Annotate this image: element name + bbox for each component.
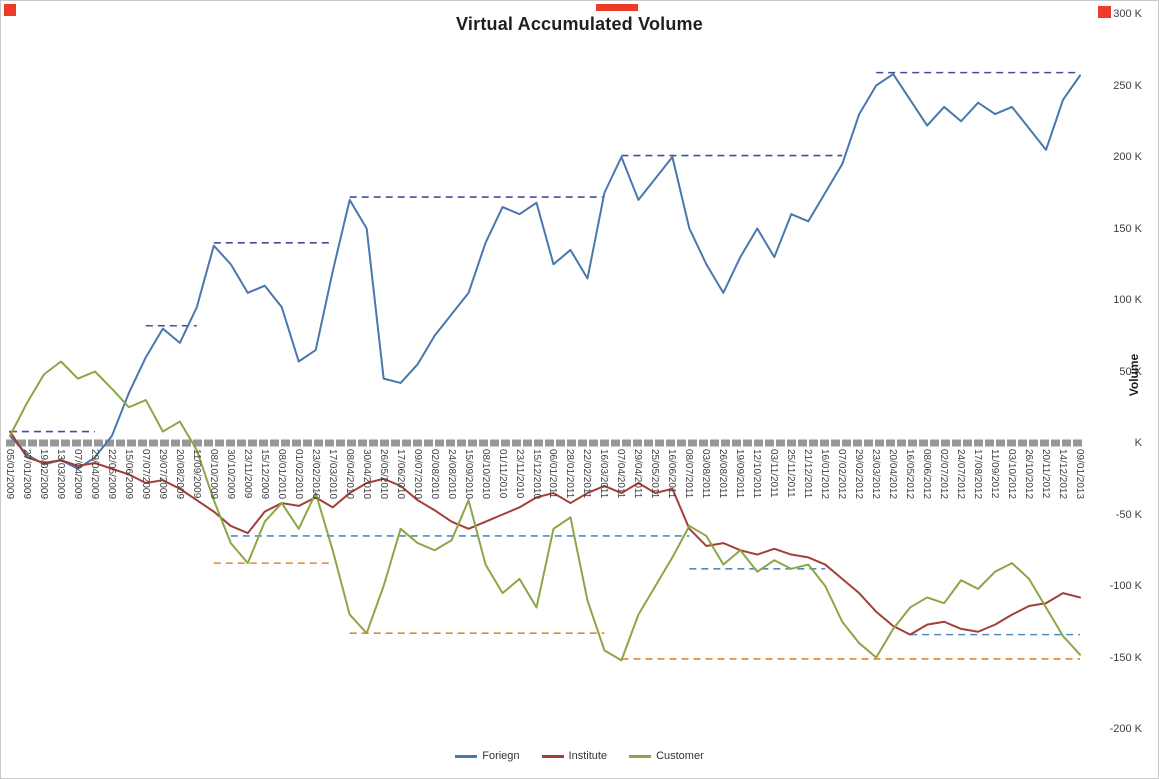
- y-axis-title: Volume: [1127, 353, 1141, 397]
- y-axis-label: 150 K: [1113, 222, 1142, 235]
- y-axis-label: -100 K: [1109, 580, 1142, 592]
- x-axis-labels: 05/01/2009 27/01/2009 19/02/2009 13/03/2009…: [0, 449, 1100, 539]
- y-axis-label: 50 K: [1119, 365, 1142, 378]
- x-axis-label: 08/01/2010: [275, 449, 287, 500]
- x-axis-label: 02/07/2012: [938, 449, 950, 500]
- x-axis-label: 29/04/2009: [88, 449, 100, 500]
- x-axis-label: 20/08/2009: [173, 449, 185, 500]
- x-axis-label: 30/04/2010: [360, 449, 372, 500]
- x-axis-label: 26/08/2011: [717, 449, 729, 499]
- x-axis-label: 11/09/2012: [989, 449, 1001, 499]
- x-axis-label: 01/11/2010: [496, 449, 508, 499]
- x-axis-label: 06/01/2011: [547, 449, 559, 499]
- legend-item-foriegn: Foriegn: [455, 750, 520, 762]
- x-axis-label: 23/11/2009: [241, 449, 253, 499]
- legend-label: Institute: [568, 750, 608, 762]
- x-axis-label: 26/05/2010: [377, 449, 389, 500]
- y-axis-labels: 300 K 250 K 200 K 150 K 100 K 50 K K -50 K -100 …: [1098, 0, 1142, 779]
- y-axis-label: 100 K: [1113, 294, 1142, 306]
- x-axis-label: 05/01/2009: [4, 449, 15, 500]
- x-axis-label: 09/01/2013: [1074, 449, 1085, 500]
- x-axis-label: 15/12/2009: [258, 449, 270, 500]
- x-axis-label: 08/04/2010: [343, 449, 355, 500]
- x-axis-label: 08/06/2012: [921, 449, 933, 500]
- x-axis-label: 19/09/2011: [734, 449, 746, 499]
- x-axis-label: 08/10/2009: [207, 449, 219, 500]
- x-axis-label: 25/05/2011: [649, 449, 661, 499]
- x-axis-label: 29/07/2009: [156, 449, 168, 500]
- x-axis-label: 02/08/2010: [428, 449, 440, 500]
- x-axis-label: 14/12/2012: [1057, 449, 1069, 500]
- y-axis-label: -50 K: [1115, 508, 1142, 521]
- legend-line-swatch: [455, 754, 478, 758]
- x-axis-label: 08/10/2010: [479, 449, 491, 500]
- series-line-institute: [9, 430, 1081, 636]
- capture-marker-right: [1098, 6, 1111, 18]
- x-axis-label: 12/10/2011: [751, 449, 763, 499]
- legend-item-customer: Customer: [629, 750, 704, 762]
- x-axis-label: 20/04/2012: [887, 449, 899, 500]
- y-axis-label: 300 K: [1113, 8, 1142, 20]
- x-axis-label: 07/04/2009: [71, 449, 83, 500]
- x-axis-label: 16/03/2011: [598, 449, 610, 499]
- x-axis-label: 27/01/2009: [20, 449, 32, 500]
- x-axis-label: 25/11/2011: [785, 449, 797, 498]
- x-axis-label: 01/02/2010: [292, 449, 304, 500]
- x-axis-label: 19/02/2009: [37, 449, 49, 500]
- x-axis-label: 28/01/2011: [564, 449, 576, 499]
- y-axis-label: -150 K: [1109, 651, 1142, 664]
- x-axis-label: 03/08/2011: [700, 449, 712, 499]
- x-axis-label: 07/07/2009: [139, 449, 151, 500]
- x-axis-label: 16/01/2012: [819, 449, 831, 500]
- x-axis-label: 30/10/2009: [224, 449, 236, 500]
- y-axis-label: K: [1134, 437, 1142, 449]
- series-line-foriegn: [9, 73, 1081, 470]
- x-axis-label: 21/12/2011: [802, 449, 814, 499]
- x-axis-label: 24/07/2012: [955, 449, 967, 500]
- x-axis-label: 03/11/2011: [768, 449, 780, 498]
- x-axis-label: 13/03/2009: [54, 449, 66, 500]
- x-axis-label: 23/11/2010: [513, 449, 525, 499]
- chart-title: Virtual Accumulated Volume: [456, 14, 703, 34]
- x-axis-label: 15/06/2009: [122, 449, 134, 500]
- x-axis-label: 22/05/2009: [105, 449, 117, 500]
- x-axis-label: 26/10/2012: [1023, 449, 1035, 500]
- x-axis-label: 17/08/2012: [972, 449, 984, 500]
- x-axis-label: 15/12/2010: [530, 449, 542, 500]
- capture-marker-left: [4, 4, 16, 16]
- x-axis-label: 03/10/2012: [1006, 449, 1018, 500]
- x-axis-label: 24/08/2010: [445, 449, 457, 500]
- x-axis-label: 15/09/2010: [462, 449, 474, 500]
- x-axis-label: 22/02/2011: [581, 449, 593, 499]
- x-axis-label: 16/05/2012: [904, 449, 916, 500]
- x-axis-label: 11/09/2009: [190, 449, 202, 499]
- legend-line-swatch: [541, 754, 564, 758]
- legend-item-institute: Institute: [541, 750, 608, 762]
- chart-legend: Foriegn Institute Customer: [0, 750, 1159, 762]
- y-axis-label: 250 K: [1113, 79, 1142, 92]
- y-axis-label: 200 K: [1113, 151, 1142, 163]
- legend-label: Customer: [656, 750, 704, 762]
- x-axis-label: 07/02/2012: [836, 449, 848, 500]
- series-line-customer: [9, 360, 1081, 662]
- x-axis-label: 08/07/2011: [683, 449, 695, 499]
- legend-label: Foriegn: [482, 750, 520, 762]
- x-axis-label: 17/03/2010: [326, 449, 338, 500]
- x-axis-label: 07/04/2011: [615, 449, 627, 499]
- x-axis-label: 23/03/2012: [870, 449, 882, 500]
- y-axis-label: -200 K: [1109, 723, 1142, 735]
- x-axis-label: 29/02/2012: [853, 449, 865, 500]
- x-axis-label: 20/11/2012: [1040, 449, 1052, 499]
- x-axis-label: 09/07/2010: [411, 449, 423, 500]
- x-axis-label: 16/06/2011: [666, 449, 678, 499]
- capture-marker-center: [596, 4, 638, 11]
- x-axis-label: 23/02/2010: [309, 449, 321, 500]
- x-axis-label: 17/06/2010: [394, 449, 406, 500]
- x-axis-label: 29/04/2011: [632, 449, 644, 499]
- legend-line-swatch: [629, 754, 652, 758]
